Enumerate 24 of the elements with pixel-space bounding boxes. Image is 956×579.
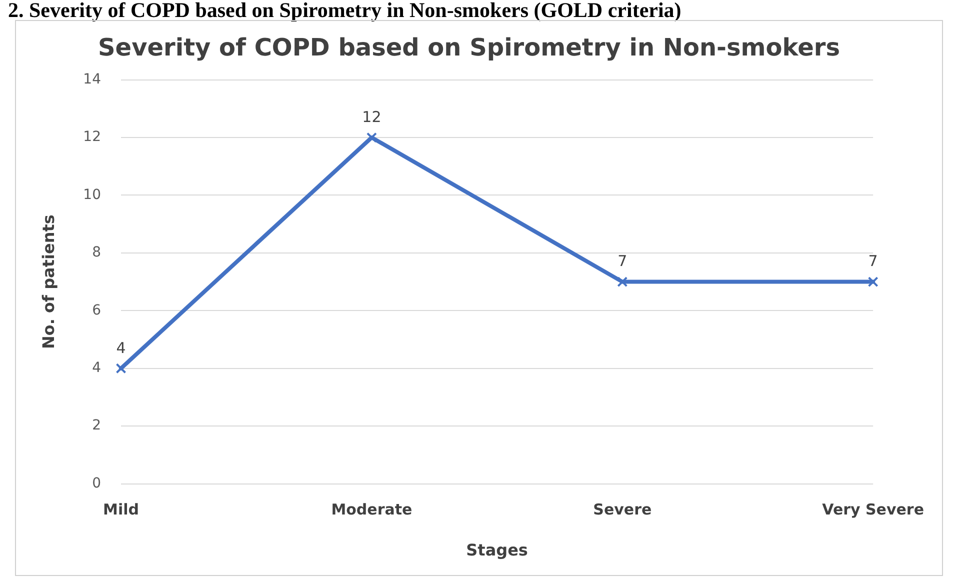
y-tick-label: 6 (92, 302, 102, 318)
chart-title: Severity of COPD based on Spirometry in Non-smokers (98, 34, 840, 62)
point (868, 276, 878, 288)
y-tick-label: 12 (83, 129, 102, 146)
x-tick-label: Moderate (331, 500, 412, 519)
x-tick-label: Severe (593, 500, 652, 519)
y-axis-title: No. of patients (38, 214, 58, 349)
x-tick-label: Very Severe (822, 500, 924, 519)
data-label: 7 (618, 252, 628, 270)
point (116, 363, 126, 374)
data-label: 4 (116, 338, 126, 357)
point (366, 132, 377, 143)
data-label: 12 (362, 108, 382, 126)
text: 2. Severity of COPD based on Spirometry in Non-smokers (GOLD criteria) (8, 0, 682, 23)
y-tick-label: 8 (92, 244, 102, 261)
y-tick-label: 2 (92, 418, 102, 434)
y-tick-label: 14 (83, 71, 102, 88)
y-tick-label: 10 (83, 186, 102, 203)
data-label: 7 (868, 252, 878, 270)
x-axis-title: Stages (466, 540, 528, 560)
y-tick-label: 4 (92, 360, 102, 376)
y-tick-label: 0 (92, 475, 102, 492)
point (617, 276, 628, 288)
x-tick-label: Mild (103, 500, 139, 519)
